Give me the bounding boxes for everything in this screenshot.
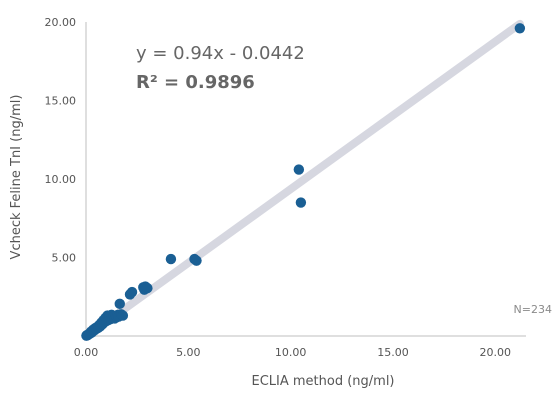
x-axis-label: ECLIA method (ng/ml) [251, 374, 394, 389]
y-tick-label: 20.00 [45, 16, 77, 29]
data-point [126, 286, 138, 298]
tick-layer: 0.00 5.00 10.00 15.00 20.00 5.00 10.00 15.00 20.… [45, 16, 512, 359]
data-point [165, 253, 177, 265]
r-squared-label: R² = 0.9896 [136, 72, 255, 93]
trendline [82, 19, 524, 341]
x-tick-label: 20.00 [480, 346, 512, 359]
x-tick-label: 15.00 [377, 346, 409, 359]
y-tick-label: 5.00 [52, 252, 77, 265]
data-point [191, 255, 202, 266]
sample-size-label: N=234 [514, 303, 552, 316]
data-point [514, 23, 526, 34]
plot-area: 0.00 5.00 10.00 15.00 20.00 5.00 10.00 15.00 20.… [45, 16, 526, 359]
data-point [295, 197, 307, 208]
data-point [114, 298, 125, 310]
x-tick-label: 10.00 [275, 346, 307, 359]
y-tick-label: 15.00 [45, 95, 77, 108]
data-point [117, 310, 129, 321]
y-tick-label: 10.00 [45, 173, 77, 186]
data-point [142, 282, 153, 294]
x-tick-label: 5.00 [176, 346, 201, 359]
data-point [293, 164, 305, 175]
points-layer [81, 23, 526, 341]
trendline-equation: y = 0.94x - 0.0442 [136, 43, 305, 64]
y-axis-label: Vcheck Feline TnI (ng/ml) [9, 95, 24, 260]
x-tick-label: 0.00 [74, 346, 99, 359]
